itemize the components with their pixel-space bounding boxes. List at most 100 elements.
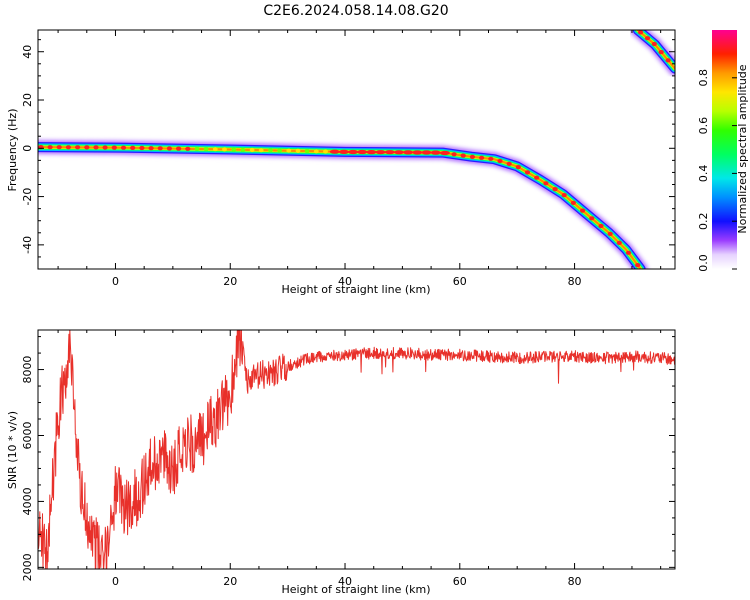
spectral-peak — [84, 145, 90, 150]
spectral-peak — [295, 148, 301, 153]
spectrogram-frame — [37, 29, 676, 270]
colorbar: 0.0 0.2 0.4 0.6 0.8 Normalized spectral ampl… — [697, 30, 749, 272]
spectral-peak — [222, 147, 227, 152]
spectral-peak — [665, 58, 671, 63]
spectral-peak — [403, 150, 414, 155]
spectral-peak — [366, 150, 377, 155]
x-tick-label: 80 — [568, 275, 582, 288]
spectral-peak — [277, 148, 282, 153]
x-tick-label: 40 — [338, 575, 352, 588]
spectral-peak — [570, 200, 577, 205]
spectral-peak — [329, 149, 340, 154]
y-tick-label: 2000 — [21, 553, 34, 581]
y-tick-label: 8000 — [21, 356, 34, 384]
spectral-peak — [203, 147, 209, 152]
spectral-peak — [139, 145, 145, 151]
snr-xlabel: Height of straight line (km) — [281, 583, 430, 596]
spectral-peak — [561, 193, 567, 198]
spectral-peak — [497, 158, 503, 164]
y-tick-label: -20 — [21, 188, 34, 206]
spectral-peak — [357, 149, 368, 155]
spectral-peak — [625, 250, 632, 255]
spectral-peak — [638, 30, 644, 35]
spectral-peak — [607, 231, 613, 236]
y-tick-label: 0 — [21, 145, 34, 152]
spectral-peak — [589, 216, 595, 221]
spectral-peak — [580, 208, 586, 213]
snr-ylabel: SNR (10 * v/v) — [6, 411, 19, 489]
spectral-peak — [384, 150, 395, 155]
spectral-peak — [515, 165, 521, 170]
spectrogram-ylabel: Frequency (Hz) — [6, 109, 19, 192]
spectral-peak — [56, 145, 62, 150]
spectral-peak — [506, 161, 512, 166]
spectral-peak — [268, 148, 273, 153]
spectral-peak — [194, 146, 200, 151]
spectral-peak — [286, 148, 292, 153]
snr-panel: 0 20 40 60 80 2000 4000 6000 8000 Height of stra… — [6, 329, 676, 596]
colorbar-gradient — [712, 30, 737, 269]
x-tick-label: 60 — [453, 275, 467, 288]
spectral-peak — [258, 148, 264, 153]
spectral-peak — [658, 50, 664, 55]
spectrogram-ticks: 0 20 40 60 80 -40 -20 0 20 40 — [21, 30, 675, 288]
spectral-peak — [148, 146, 154, 151]
spectral-peak — [130, 145, 136, 150]
spectral-peak — [616, 240, 622, 245]
spectrogram-traces — [38, 30, 675, 269]
y-tick-label: -40 — [21, 236, 34, 254]
y-tick-label: 6000 — [21, 421, 34, 449]
spectral-peak — [524, 170, 531, 175]
spectral-peak — [93, 145, 99, 150]
spectral-trace-1 — [38, 138, 650, 269]
colorbar-label: Normalized spectral amplitude — [736, 64, 749, 233]
spectral-peak — [460, 153, 466, 158]
x-tick-label: 0 — [112, 575, 119, 588]
y-tick-label: 4000 — [21, 487, 34, 515]
snr-series-line — [38, 330, 675, 569]
colorbar-ticks: 0.0 0.2 0.4 0.6 0.8 — [697, 69, 737, 272]
spectral-peak — [111, 145, 117, 150]
spectral-peak — [598, 223, 604, 229]
colorbar-tick-label: 0.0 — [697, 254, 710, 272]
spectral-peak — [644, 36, 651, 41]
y-tick-label: 20 — [21, 93, 34, 107]
spectral-peak — [102, 145, 108, 150]
colorbar-tick-label: 0.6 — [697, 117, 710, 135]
spectral-trace-2 — [628, 30, 675, 78]
spectral-peak — [439, 150, 450, 156]
figure-title: C2E6.2024.058.14.08.G20 — [263, 3, 448, 19]
spectral-peak — [75, 145, 81, 150]
spectral-peak — [552, 187, 558, 192]
spectral-peak — [313, 149, 319, 154]
spectral-peak — [212, 147, 218, 152]
spectral-peak — [120, 145, 127, 150]
spectral-peak — [421, 150, 432, 155]
spectral-peak — [451, 152, 457, 157]
spectral-peak — [488, 156, 494, 161]
spectral-peak — [65, 145, 71, 150]
snr-background — [38, 330, 675, 569]
spectral-peak — [375, 150, 386, 155]
spectral-peak — [430, 150, 441, 155]
spectral-peak — [479, 155, 485, 160]
colorbar-tick-label: 0.2 — [697, 212, 710, 230]
spectral-peak — [157, 146, 163, 151]
spectral-peak — [469, 154, 475, 159]
spectral-peak — [304, 149, 310, 154]
spectral-peak — [635, 263, 641, 268]
spectral-peak — [412, 150, 423, 155]
spectral-peak — [348, 149, 359, 155]
x-tick-label: 20 — [223, 575, 237, 588]
snr-ticks: 0 20 40 60 80 2000 4000 6000 8000 — [21, 330, 675, 588]
spectral-peak — [534, 175, 540, 180]
colorbar-tick-label: 0.4 — [697, 165, 710, 183]
snr-frame — [37, 329, 676, 570]
spectral-peak — [543, 181, 549, 186]
spectral-peak — [394, 150, 404, 155]
x-tick-label: 80 — [568, 575, 582, 588]
spectrogram-panel: 0 20 40 60 80 -40 -20 0 20 40 Height of straight … — [6, 29, 676, 296]
spectral-peak — [166, 146, 172, 151]
spectral-peak — [323, 149, 328, 154]
spectral-trace-band — [38, 146, 642, 269]
